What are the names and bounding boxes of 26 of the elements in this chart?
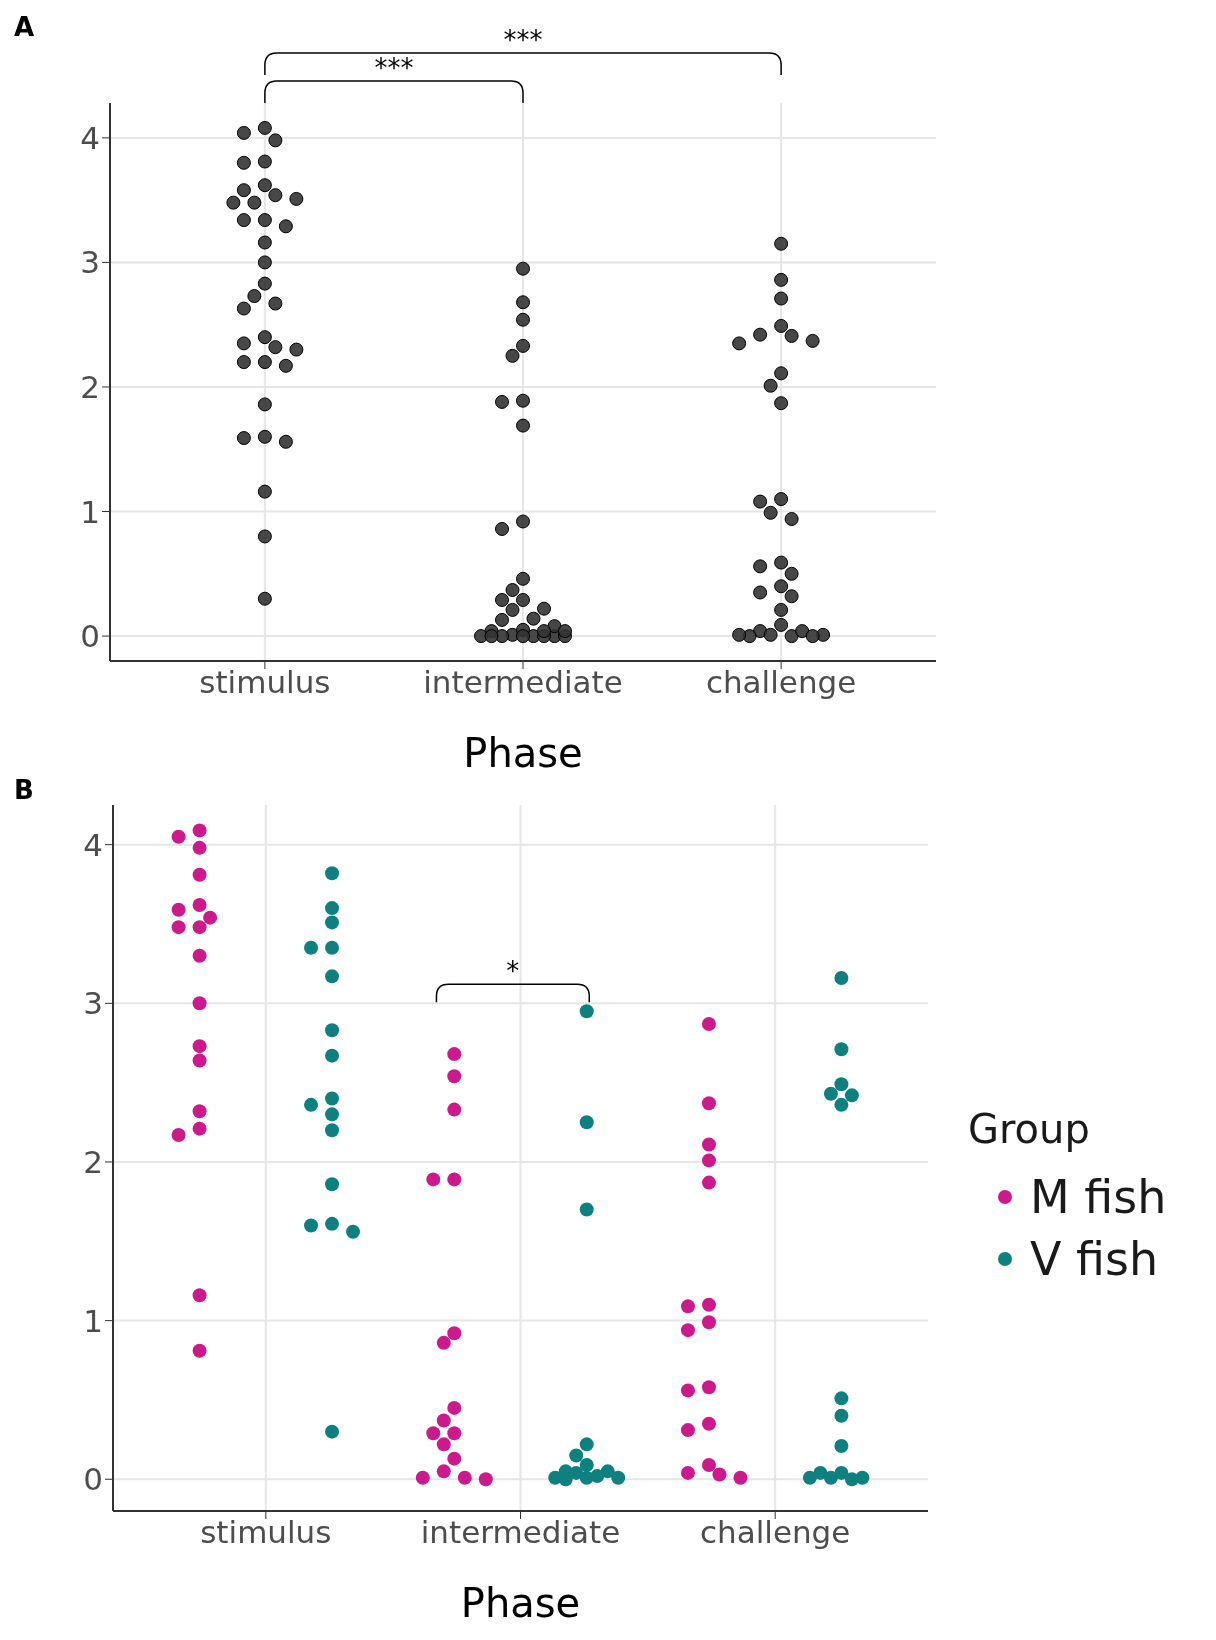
- legend-label: V fish: [1030, 1232, 1159, 1286]
- annotation: *: [506, 956, 520, 987]
- y-tick-label: 4: [80, 119, 100, 156]
- y-tick-label: 0: [80, 618, 100, 655]
- text: ***: [374, 53, 414, 83]
- legend-label: M fish: [1030, 1170, 1167, 1224]
- x-tick-label: challenge: [699, 1514, 851, 1551]
- x-tick-label: intermediate: [423, 664, 623, 701]
- y-tick-label: 0: [83, 1461, 103, 1498]
- x-tick-label: stimulus: [199, 664, 331, 701]
- text: ***: [503, 25, 543, 55]
- x-tick-label: stimulus: [200, 1514, 332, 1551]
- y-tick-label: 3: [83, 985, 103, 1022]
- x-tick-label: intermediate: [420, 1514, 621, 1551]
- y-tick-label: 1: [83, 1302, 103, 1339]
- y-tick-label: 2: [83, 1143, 103, 1180]
- chart-title: B: [14, 775, 34, 805]
- y-tick-label: 1: [80, 493, 100, 530]
- x-tick-label: challenge: [705, 664, 857, 701]
- x-axis-title: Phase: [463, 730, 583, 776]
- y-tick-label: 4: [83, 826, 103, 863]
- legend-title: Group: [968, 1106, 1091, 1152]
- y-tick-label: 2: [80, 368, 100, 405]
- chart-title: A: [14, 12, 35, 42]
- x-axis-title: Phase: [460, 1580, 581, 1626]
- y-tick-label: 3: [80, 244, 100, 281]
